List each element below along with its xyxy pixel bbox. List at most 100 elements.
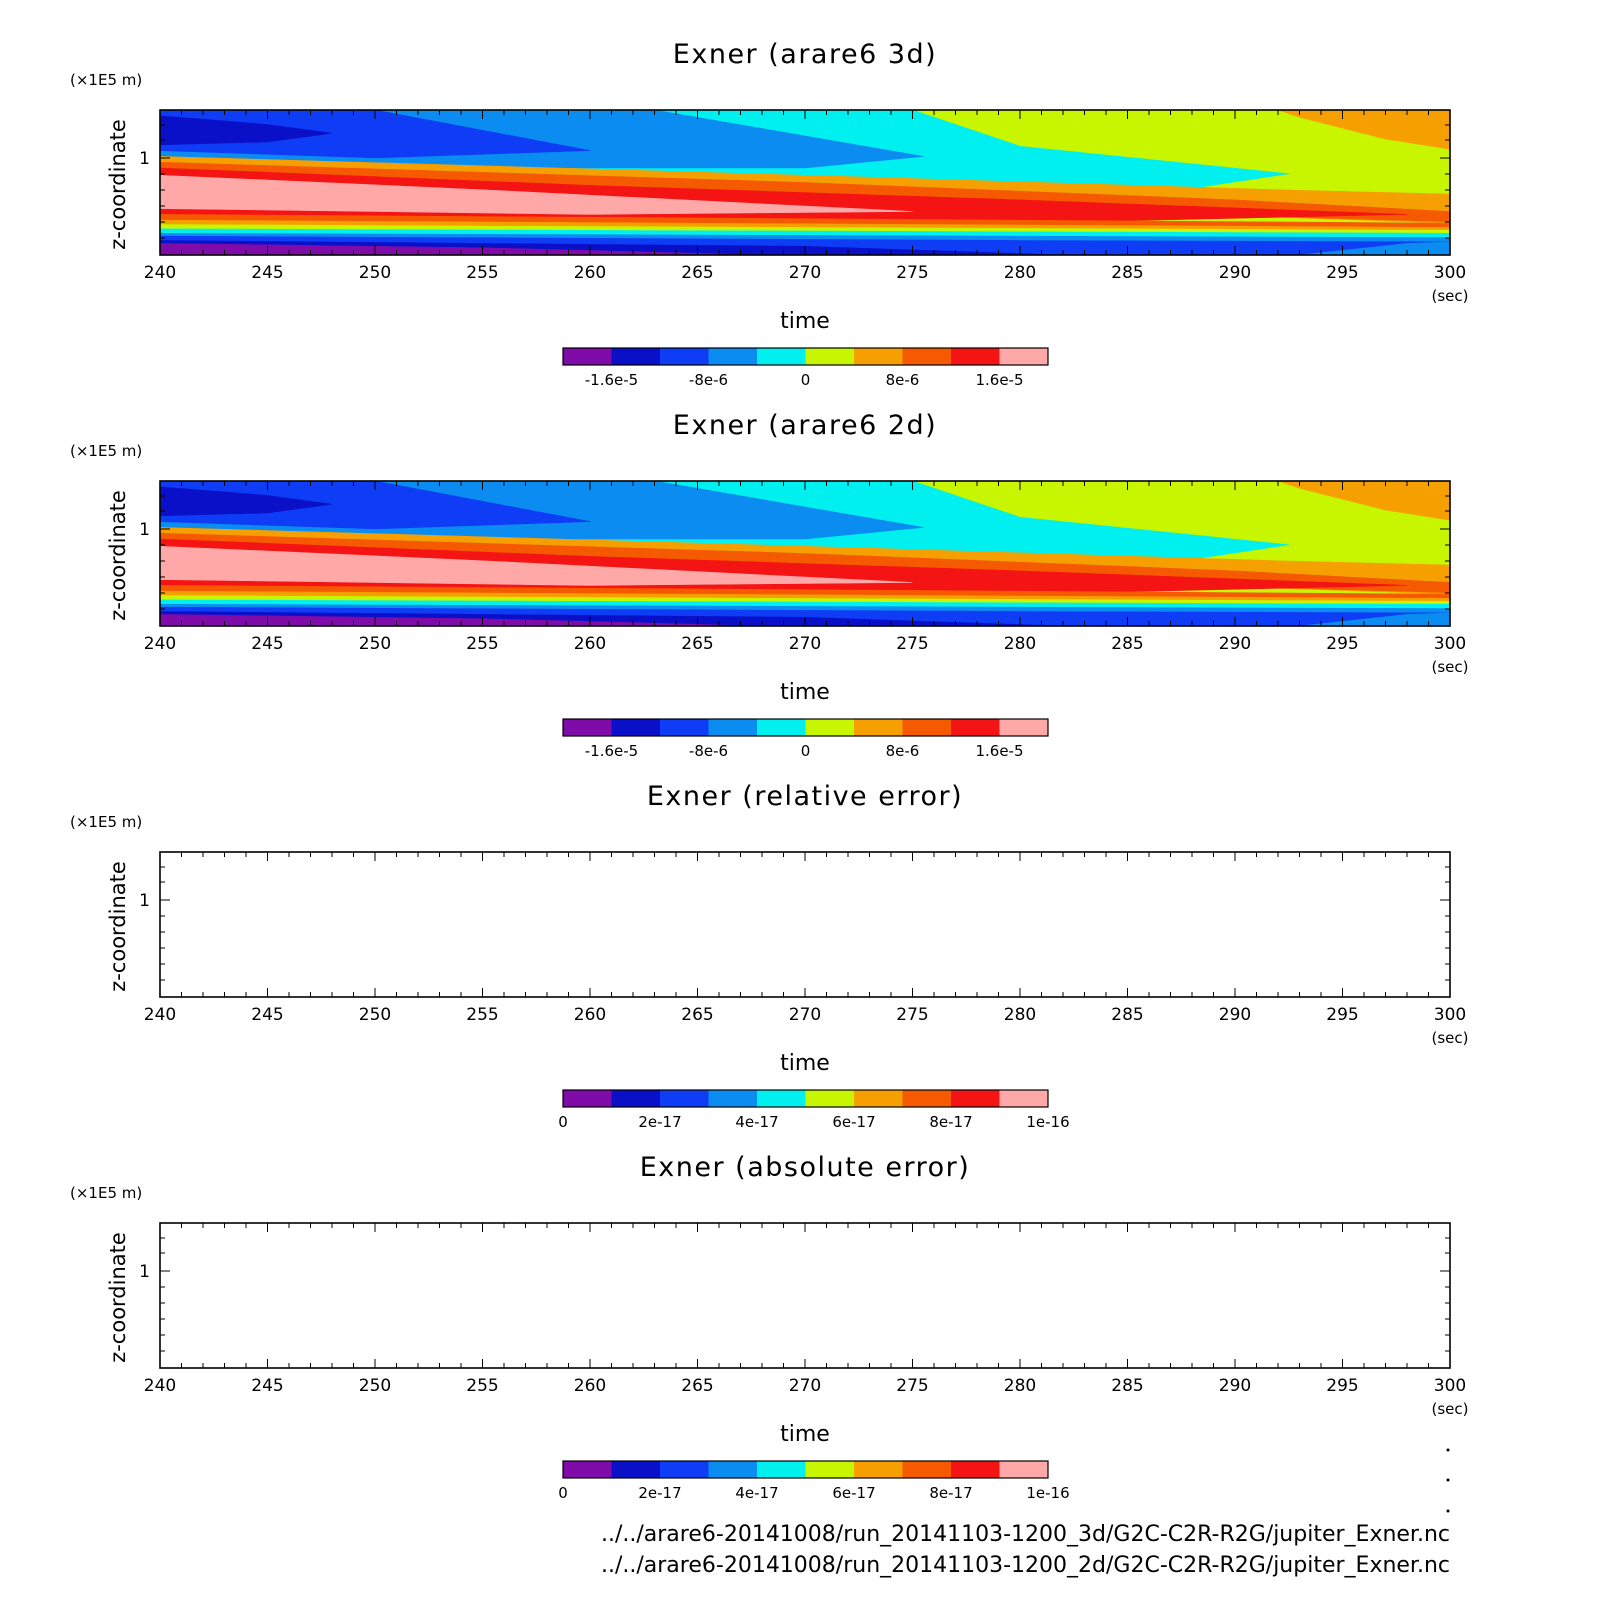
colorbar-tick-label: 8e-6 <box>886 742 920 760</box>
colorbar-segment <box>805 1090 855 1107</box>
colorbar-segment <box>805 1461 855 1478</box>
colorbar-tick-label: 8e-6 <box>886 371 920 389</box>
colorbar-tick-label: -1.6e-5 <box>585 742 638 760</box>
x-tick-label: 270 <box>789 263 821 283</box>
chart-panel-3: Exner (relative error) (×1E5 m) 240 245 250 2… <box>70 781 1469 1131</box>
x-tick-label: 280 <box>1004 634 1036 654</box>
colorbar-segment <box>757 348 806 365</box>
colorbar-segment <box>660 719 709 736</box>
x-axis-label: time <box>780 309 830 334</box>
dot-mark <box>1446 1509 1450 1513</box>
colorbar-segment <box>999 1461 1049 1478</box>
x-axis-label: time <box>780 1051 830 1076</box>
x-tick-label: 275 <box>896 263 928 283</box>
x-unit-label: (sec) <box>1432 287 1469 305</box>
colorbar-tick-label: 6e-17 <box>832 1113 875 1131</box>
colorbar-segment <box>708 1461 758 1478</box>
chart-panel-2: Exner (arare6 2d) (×1E5 m) 240 245 250 255 260… <box>70 410 1469 760</box>
colorbar-segment <box>805 348 855 365</box>
x-tick-label: 265 <box>681 1376 713 1396</box>
contour-band <box>160 219 1450 231</box>
colorbar-segment <box>563 1090 612 1107</box>
x-axis-label: time <box>780 680 830 705</box>
colorbar-segment <box>563 719 612 736</box>
colorbar-segment <box>902 348 952 365</box>
contour-band <box>160 595 1450 605</box>
x-tick-label: 290 <box>1219 1005 1251 1025</box>
colorbar-segment <box>708 348 758 365</box>
colorbar-segment <box>805 719 855 736</box>
contour-band <box>160 585 1450 599</box>
x-tick-label: 240 <box>144 634 176 654</box>
chart-panel-4: Exner (absolute error) (×1E5 m) 240 245 250 2… <box>70 1152 1469 1502</box>
contour-band <box>160 115 333 146</box>
x-tick-label: 245 <box>251 1376 283 1396</box>
contour-band <box>160 174 913 215</box>
y-tick-label: 1 <box>139 149 150 169</box>
x-tick-label: 290 <box>1219 634 1251 654</box>
x-tick-label: 295 <box>1326 263 1358 283</box>
colorbar-segment <box>660 1090 709 1107</box>
colorbar-frame <box>562 347 1049 366</box>
y-unit-label: (×1E5 m) <box>70 813 142 831</box>
colorbar-tick-label: -8e-6 <box>689 742 728 760</box>
colorbar-segment <box>951 719 1000 736</box>
x-tick-label: 265 <box>681 1005 713 1025</box>
chart-title: Exner (arare6 2d) <box>673 410 937 441</box>
contour-field <box>160 110 1450 255</box>
x-tick-label: 240 <box>144 1005 176 1025</box>
colorbar-segment <box>660 1461 709 1478</box>
y-tick-label: 1 <box>139 891 150 911</box>
x-tick-label: 280 <box>1004 1376 1036 1396</box>
x-tick-label: 270 <box>789 1376 821 1396</box>
colorbar-segment <box>999 1090 1049 1107</box>
x-unit-label: (sec) <box>1432 1029 1469 1047</box>
colorbar-segment <box>757 1090 806 1107</box>
footer: ../../arare6-20141008/run_20141103-1200_… <box>601 1448 1450 1578</box>
colorbar-segment <box>902 1461 952 1478</box>
x-tick-label: 290 <box>1219 1376 1251 1396</box>
chart-title: Exner (absolute error) <box>640 1152 971 1183</box>
x-unit-label: (sec) <box>1432 658 1469 676</box>
x-tick-label: 285 <box>1111 1376 1143 1396</box>
x-tick-label: 245 <box>251 1005 283 1025</box>
chart-panel-1: Exner (arare6 3d) (×1E5 m) 240 245 250 255 260… <box>70 39 1469 389</box>
colorbar-tick-label: 8e-17 <box>929 1113 972 1131</box>
colorbar-segment <box>854 1461 903 1478</box>
y-axis-label: z-coordinate <box>106 490 130 621</box>
y-axis-label: z-coordinate <box>106 1232 130 1363</box>
x-tick-label: 260 <box>574 1005 606 1025</box>
x-tick-label: 285 <box>1111 263 1143 283</box>
x-tick-label: 250 <box>359 1005 391 1025</box>
colorbar-segment <box>757 1461 806 1478</box>
colorbar-tick-label: 6e-17 <box>832 1484 875 1502</box>
x-tick-label: 240 <box>144 263 176 283</box>
colorbar-frame <box>562 718 1049 737</box>
y-axis-label: z-coordinate <box>106 119 130 250</box>
x-tick-label: 285 <box>1111 1005 1143 1025</box>
x-tick-label: 260 <box>574 263 606 283</box>
colorbar-tick-label: 1.6e-5 <box>975 742 1023 760</box>
x-tick-label: 270 <box>789 634 821 654</box>
x-tick-label: 295 <box>1326 1005 1358 1025</box>
contour-band <box>160 224 1450 234</box>
x-tick-label: 280 <box>1004 1005 1036 1025</box>
x-tick-label: 300 <box>1434 263 1466 283</box>
x-tick-label: 255 <box>466 263 498 283</box>
contour-band <box>1299 612 1450 626</box>
x-tick-label: 250 <box>359 634 391 654</box>
x-tick-label: 290 <box>1219 263 1251 283</box>
colorbar-segment <box>611 348 661 365</box>
colorbar-segment <box>611 1461 661 1478</box>
colorbar-segment <box>708 719 758 736</box>
x-tick-label: 260 <box>574 1376 606 1396</box>
x-tick-label: 265 <box>681 634 713 654</box>
contour-band <box>160 110 591 159</box>
colorbar-tick-label: 0 <box>801 742 811 760</box>
x-tick-label: 245 <box>251 263 283 283</box>
colorbar-tick-label: 2e-17 <box>638 1113 681 1131</box>
colorbar-tick-label: 1e-16 <box>1026 1484 1069 1502</box>
x-tick-label: 300 <box>1434 1005 1466 1025</box>
colorbar-tick-label: 0 <box>558 1484 568 1502</box>
x-tick-label: 295 <box>1326 1376 1358 1396</box>
